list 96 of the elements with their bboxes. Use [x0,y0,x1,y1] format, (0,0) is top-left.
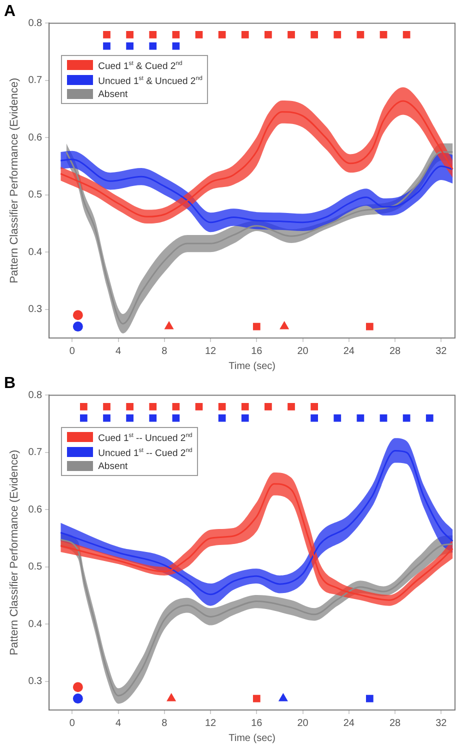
point [288,30,295,38]
point [278,694,288,702]
point [380,414,388,422]
x-tick-label: 28 [389,346,402,357]
point [310,414,318,422]
point [103,42,110,50]
point [310,30,318,38]
x-tick-label: 0 [69,718,76,729]
point [334,30,342,38]
x-tick-label: 20 [297,346,309,357]
point [172,414,180,422]
point [72,322,83,332]
y-tick-label: 0.6 [28,132,43,144]
x-tick-label: 24 [343,346,355,357]
chart-title: A [4,3,16,20]
y-tick-label: 0.6 [28,504,43,516]
point [103,30,110,38]
x-tick-label: 24 [343,718,355,729]
point [72,682,83,692]
x-tick-label: 12 [204,346,217,357]
point [334,414,342,422]
x-tick-label: 8 [162,718,168,729]
y-tick-label: 0.7 [28,75,43,86]
point [366,694,374,702]
point [402,414,410,422]
point [264,402,272,410]
point [356,414,364,422]
point [80,414,88,422]
point [172,42,180,50]
point [280,322,289,330]
point [164,322,174,330]
y-tick-label: 0.8 [28,390,43,401]
point [172,30,180,38]
y-tick-label: 0.5 [28,190,43,201]
y-tick-label: 0.7 [28,447,43,458]
point [149,30,157,38]
point [241,30,249,38]
point [149,42,157,50]
y-axis-title: Pattern Classifier Performance (Evidence) [8,450,21,656]
y-tick-label: 0.3 [28,676,43,688]
point [126,414,134,422]
x-tick-label: 32 [436,346,448,357]
point [126,30,134,38]
point [356,30,364,38]
point [195,402,203,410]
y-tick-label: 0.4 [28,246,43,258]
point [195,30,203,38]
point [241,414,249,422]
point [264,30,272,38]
x-tick-label: 16 [251,346,263,357]
y-axis-title: Pattern Classifier Performance (Evidence) [8,78,21,284]
point [103,402,110,410]
point [126,42,134,50]
point [218,30,226,38]
y-tick-label: 0.4 [28,618,43,630]
x-axis-title: Time (sec) [228,360,276,372]
y-tick-label: 0.5 [28,562,43,573]
chart-title: B [4,375,16,392]
point [149,414,157,422]
point [72,694,83,704]
point [310,402,318,410]
point [241,402,249,410]
x-tick-label: 28 [389,718,402,729]
point [252,322,260,330]
x-tick-label: 4 [116,718,122,729]
point [172,402,180,410]
x-tick-label: 20 [297,718,309,729]
x-tick-label: 16 [251,718,263,729]
x-tick-label: 8 [162,346,168,357]
legend-label: Absent [98,460,128,473]
point [126,402,134,410]
point [149,402,157,410]
x-axis-title: Time (sec) [228,732,276,744]
point [426,414,434,422]
legend-label: Absent [98,88,128,101]
legend-label: Cued 1$^{st}$ & Cued 2$^{nd}$ [98,60,182,73]
x-tick-label: 12 [204,718,217,729]
point [252,694,260,702]
point [80,402,88,410]
y-tick-label: 0.3 [28,304,43,316]
x-tick-label: 4 [116,346,122,357]
y-tick-label: 0.8 [28,18,43,29]
legend-label: Uncued 1$^{st}$ & Uncued 2$^{nd}$ [98,74,202,88]
point [402,30,410,38]
x-tick-label: 32 [436,718,448,729]
point [72,310,83,320]
point [380,30,388,38]
legend-label: Cued 1$^{st}$ -- Uncued 2$^{nd}$ [98,432,192,445]
point [218,414,226,422]
x-tick-label: 0 [69,346,76,357]
point [366,322,374,330]
legend-label: Uncued 1$^{st}$ -- Cued 2$^{nd}$ [98,446,192,460]
point [166,694,176,702]
point [103,414,110,422]
point [288,402,295,410]
point [218,402,226,410]
